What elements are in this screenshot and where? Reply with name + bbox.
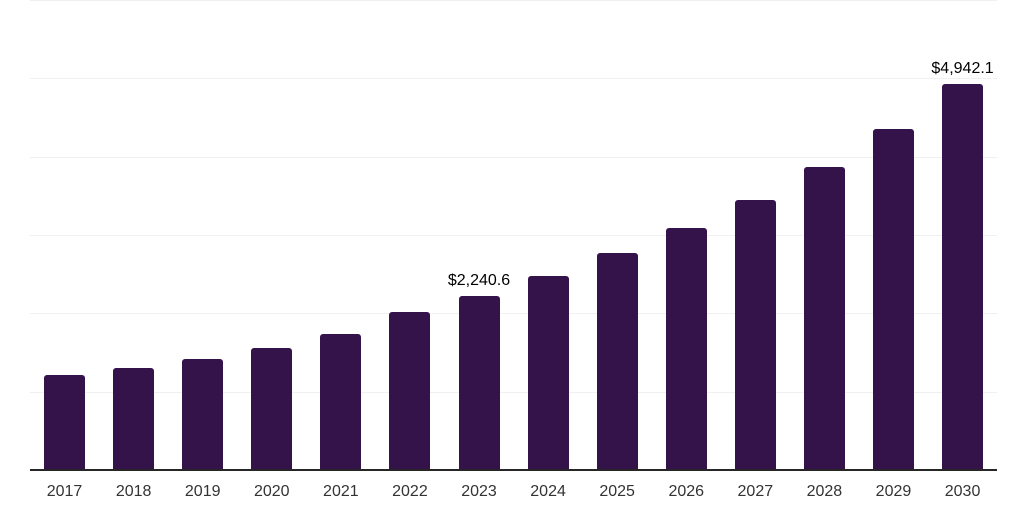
bar-slot-2024 <box>514 0 583 471</box>
bar-slot-2029 <box>859 0 928 471</box>
bar-2025 <box>596 253 638 471</box>
bar-2017 <box>44 375 86 471</box>
gridline-6000 <box>30 0 997 1</box>
x-tick-label-2017: 2017 <box>46 483 83 500</box>
bar-value-label-2030: $4,942.1 <box>931 59 994 77</box>
gridline-3000 <box>30 235 997 236</box>
x-tick-label-2022: 2022 <box>392 483 428 500</box>
bar-slot-2018 <box>99 0 168 471</box>
x-tick-label-2027: 2027 <box>737 483 774 500</box>
bar-2021 <box>320 333 362 471</box>
x-tick-label-2025: 2025 <box>599 483 635 500</box>
plot-area: $2,240.6 $4,942.1 <box>30 0 997 471</box>
bar-2022 <box>389 311 431 471</box>
x-tick-label-2021: 2021 <box>323 483 359 500</box>
bar-slot-2026 <box>652 0 721 471</box>
bar-slot-2022 <box>375 0 444 471</box>
bar-slot-2017 <box>30 0 99 471</box>
bar-2030 <box>942 83 984 471</box>
bar-2019 <box>182 358 224 471</box>
x-axis-tick-labels: 2017 2018 2019 2020 2021 2022 2023 2024 2025 2026… <box>30 471 997 500</box>
x-tick-label-2018: 2018 <box>115 483 152 500</box>
x-tick-label-2019: 2019 <box>184 483 221 500</box>
bar-slot-2019 <box>168 0 237 471</box>
x-tick-label-2029: 2029 <box>875 483 912 500</box>
bar-slot-2021 <box>306 0 375 471</box>
bar-slot-2020 <box>237 0 306 471</box>
bar-slot-2030: $4,942.1 <box>928 0 997 471</box>
gridline-2000 <box>30 313 997 315</box>
bar-value-label-2023: $2,240.6 <box>447 271 511 289</box>
bar-2018 <box>113 367 155 471</box>
bars-container: $2,240.6 $4,942.1 <box>30 0 997 471</box>
gridline-4000 <box>30 156 997 158</box>
x-tick-label-2028: 2028 <box>806 483 843 500</box>
bar-slot-2027 <box>721 0 790 471</box>
bar-2020 <box>251 348 293 471</box>
x-tick-label-2030: 2030 <box>944 483 981 500</box>
bar-slot-2028 <box>790 0 859 471</box>
x-tick-label-2024: 2024 <box>530 483 566 500</box>
x-tick-label-2023: 2023 <box>461 483 497 500</box>
bar-2029 <box>872 128 914 471</box>
x-tick-label-2026: 2026 <box>668 483 705 500</box>
bar-slot-2025 <box>583 0 652 471</box>
gridline-1000 <box>30 391 997 393</box>
bar-2028 <box>803 167 845 471</box>
bar-slot-2023: $2,240.6 <box>444 0 513 471</box>
gridline-5000 <box>30 78 997 80</box>
x-axis-line <box>30 469 997 471</box>
bar-2024 <box>527 275 569 471</box>
x-tick-label-2020: 2020 <box>253 483 290 500</box>
bar-2026 <box>665 228 707 471</box>
bar-2023 <box>458 295 500 471</box>
bar-2027 <box>734 199 776 471</box>
